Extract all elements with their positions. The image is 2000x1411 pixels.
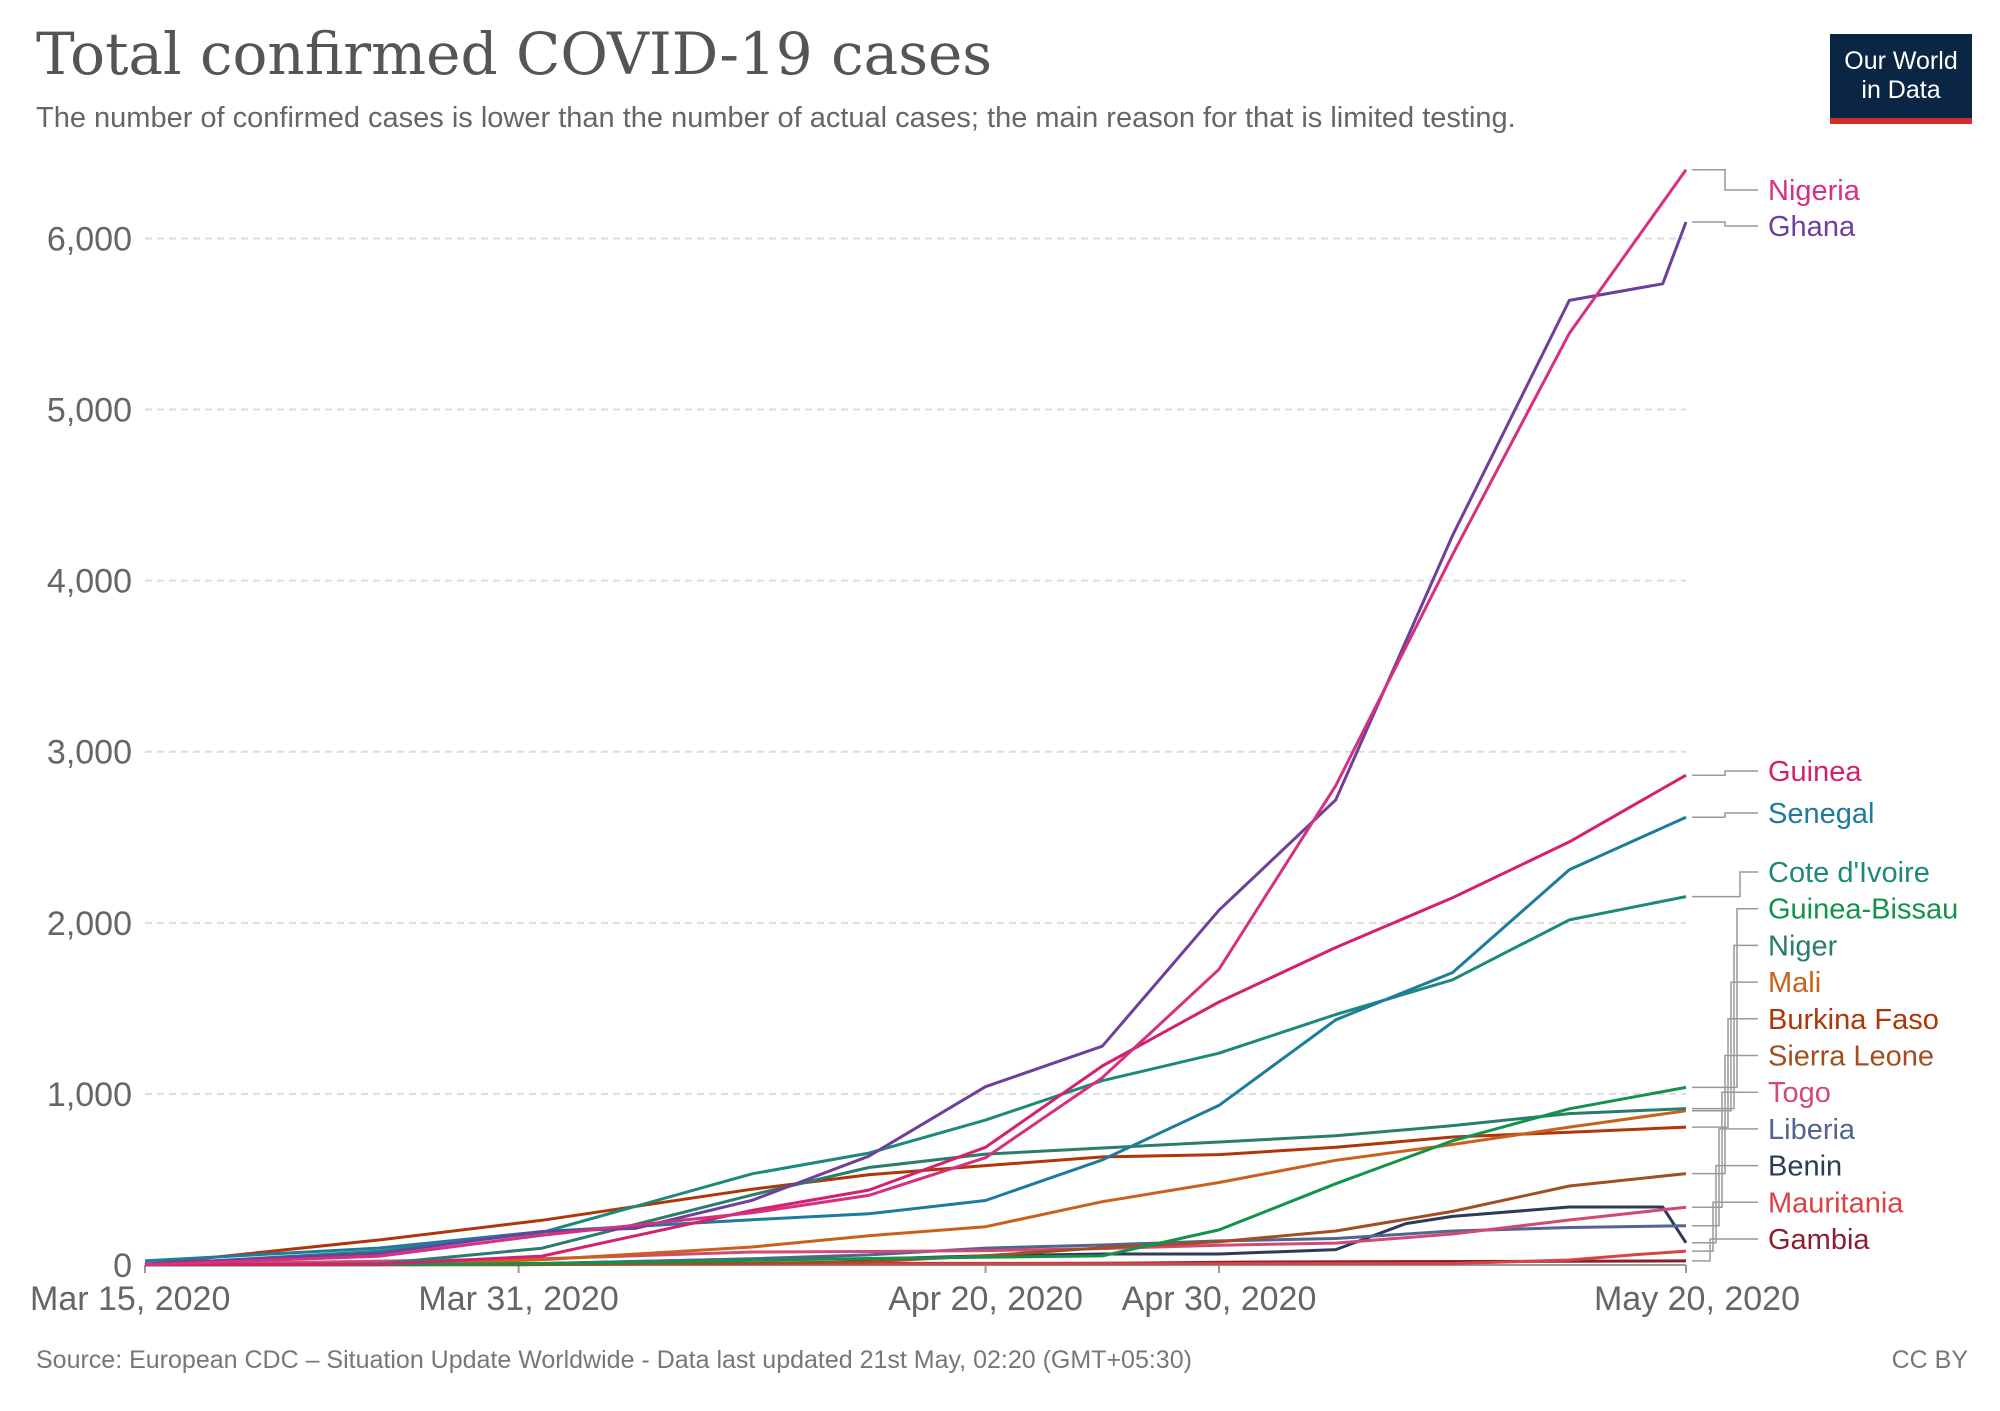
x-tick-label: Mar 31, 2020 [418, 1280, 618, 1318]
series-line [144, 773, 1687, 1267]
x-tick-label: Apr 20, 2020 [888, 1280, 1083, 1318]
legend-connector [1692, 1128, 1758, 1227]
chart-title: Total confirmed COVID-19 cases [36, 20, 993, 88]
legend-label: Guinea-Bissau [1768, 894, 1958, 926]
legend-connector [1692, 1091, 1758, 1208]
legend-connector [1692, 812, 1758, 818]
legend-label: Liberia [1768, 1114, 1856, 1146]
legend-label: Sierra Leone [1768, 1041, 1934, 1073]
legend-label: Nigeria [1768, 175, 1861, 207]
series-lines [144, 168, 1688, 1267]
series-line [144, 1107, 1687, 1267]
source-note: Source: European CDC – Situation Update … [36, 1346, 1192, 1374]
y-tick-label: 4,000 [47, 563, 132, 601]
legend-connector [1692, 169, 1758, 191]
series-line [144, 1172, 1687, 1267]
legend-connector [1692, 770, 1758, 776]
legend-label: Togo [1768, 1077, 1831, 1109]
y-tick-label: 0 [113, 1247, 132, 1285]
series-line [144, 815, 1687, 1263]
x-tick-label: May 20, 2020 [1594, 1280, 1800, 1318]
legend: Nigeria Ghana Guinea Senegal Cote d'Ivoire Gu… [1692, 169, 1958, 1262]
legend-connector [1692, 1018, 1758, 1128]
series-line [144, 1125, 1687, 1266]
x-axis: Mar 15, 2020 Mar 31, 2020 Apr 20, 2020 Apr … [30, 1264, 1800, 1318]
legend-connector [1692, 1164, 1758, 1244]
legend-label: Mauritania [1768, 1187, 1904, 1219]
chart-subtitle: The number of confirmed cases is lower t… [36, 102, 1516, 134]
y-tick-label: 1,000 [47, 1076, 132, 1114]
license-label[interactable]: CC BY [1891, 1346, 1968, 1374]
legend-label: Benin [1768, 1151, 1842, 1183]
legend-label: Senegal [1768, 798, 1874, 830]
legend-label: Burkina Faso [1768, 1004, 1939, 1036]
legend-label: Guinea [1768, 756, 1862, 788]
grid-lines [145, 237, 1686, 1095]
legend-label: Cote d'Ivoire [1768, 857, 1930, 889]
y-axis-ticks: 0 1,000 2,000 3,000 4,000 5,000 6,000 [47, 220, 132, 1285]
legend-connector [1692, 1054, 1758, 1175]
legend-connector [1692, 871, 1758, 898]
legend-connector [1692, 981, 1758, 1112]
legend-connector [1692, 944, 1758, 1110]
y-tick-label: 6,000 [47, 220, 132, 258]
legend-label: Gambia [1768, 1224, 1870, 1256]
y-tick-label: 5,000 [47, 392, 132, 430]
series-line [144, 1085, 1687, 1267]
series-line [144, 221, 1688, 1266]
legend-connector [1692, 221, 1758, 227]
y-tick-label: 2,000 [47, 905, 132, 943]
legend-label: Ghana [1768, 211, 1856, 243]
owid-logo[interactable]: Our World in Data [1830, 34, 1972, 124]
series-line [144, 168, 1688, 1267]
legend-connector [1692, 907, 1758, 1089]
x-tick-label: Mar 15, 2020 [30, 1280, 230, 1318]
x-tick-label: Apr 30, 2020 [1122, 1280, 1317, 1318]
owid-logo-text: Our World in Data [1844, 47, 1958, 104]
legend-connector [1692, 1201, 1758, 1252]
legend-label: Mali [1768, 967, 1821, 999]
legend-label: Niger [1768, 930, 1838, 962]
y-tick-label: 3,000 [47, 734, 132, 772]
series-line [144, 1109, 1687, 1267]
legend-connector [1692, 1238, 1758, 1262]
